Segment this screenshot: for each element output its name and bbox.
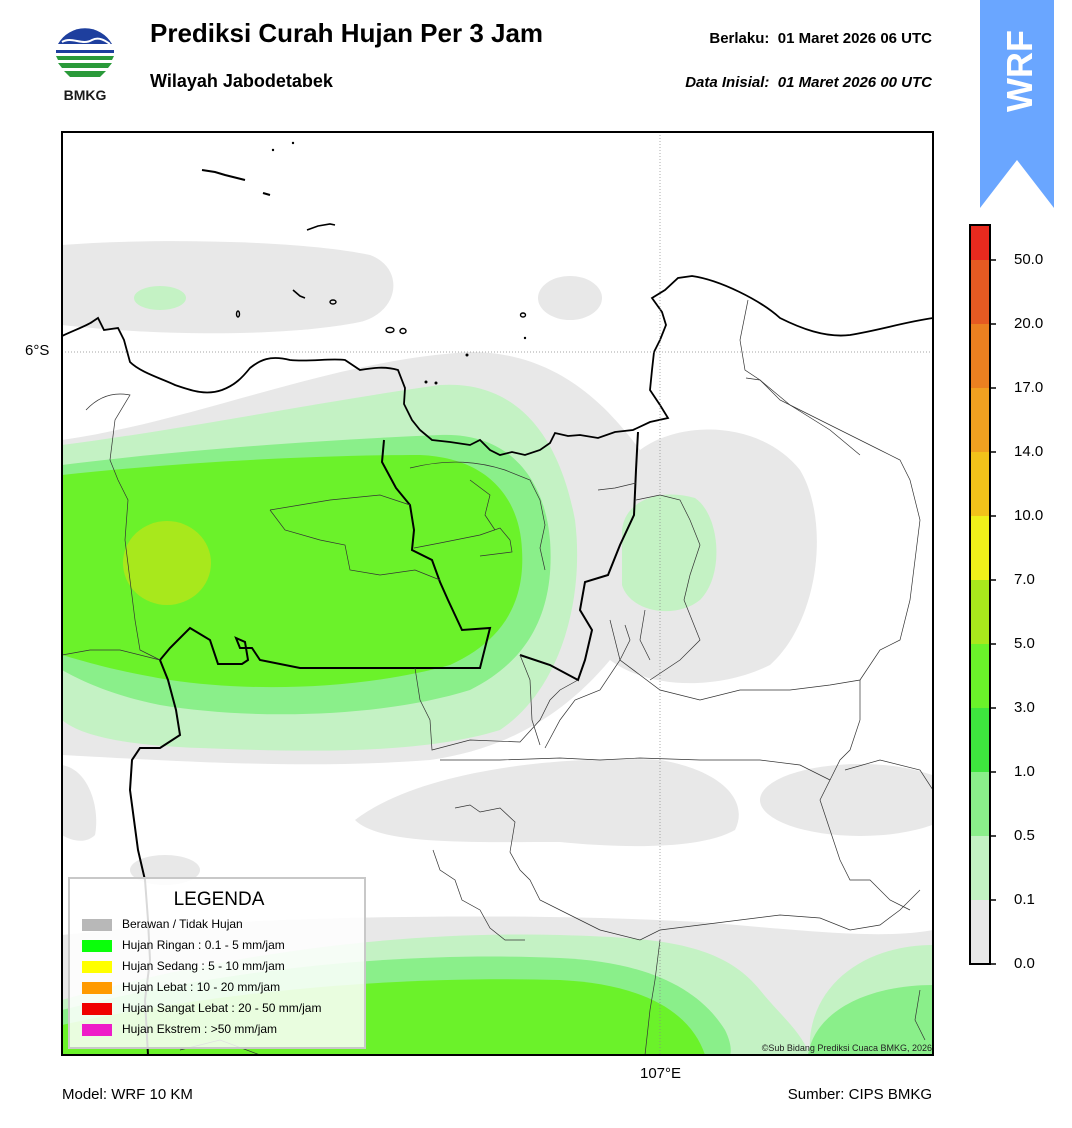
colorbar-tick-label: 20.0 [1014,315,1044,332]
colorbar-segment [970,772,990,836]
svg-text:BMKG: BMKG [64,87,107,103]
legend-item: Hujan Ringan : 0.1 - 5 mm/jam [82,938,285,954]
cloud-area-southwest [62,765,97,841]
colorbar-tick-label: 0.1 [1014,891,1035,908]
cloud-area-south-center [355,759,739,847]
legend-swatch [82,1023,112,1036]
init-time: Data Inisial: 01 Maret 2026 00 UTC [685,74,932,91]
colorbar-tick-label: 14.0 [1014,443,1044,460]
legend-item: Hujan Lebat : 10 - 20 mm/jam [82,980,280,996]
colorbar-segment [970,452,990,516]
colorbar-tick-label: 50.0 [1014,251,1044,268]
colorbar-tick-label: 10.0 [1014,507,1044,524]
colorbar-segment [970,580,990,644]
legend-swatch [82,981,112,994]
rain-area-heavy [62,455,523,688]
colorbar-segment [970,324,990,388]
colorbar-segment [970,900,990,964]
cloud-area-north [62,241,394,334]
legend-swatch [82,918,112,931]
model-label: Model: WRF 10 KM [62,1086,193,1103]
colorbar-segment [970,388,990,452]
colorbar [970,225,996,965]
coastline [62,275,933,456]
province-border [128,439,492,1055]
cloud-area-southeast [760,764,933,836]
colorbar-tick-label: 1.0 [1014,763,1035,780]
legend-item: Hujan Ekstrem : >50 mm/jam [82,1022,277,1038]
colorbar-segment [970,516,990,580]
legend-swatch [82,960,112,973]
legend-item: Hujan Sangat Lebat : 20 - 50 mm/jam [82,1001,321,1017]
colorbar-tick-label: 0.0 [1014,955,1035,972]
longitude-label: 107°E [640,1065,682,1082]
source-label: Sumber: CIPS BMKG [787,1086,932,1103]
colorbar-tick-label: 0.5 [1014,827,1035,844]
colorbar-segment [970,836,990,900]
valid-time: Berlaku: 01 Maret 2026 06 UTC [709,30,932,47]
rain-area-peak [123,521,211,605]
legend-item: Hujan Sedang : 5 - 10 mm/jam [82,959,285,975]
map-title: Prediksi Curah Hujan Per 3 Jam [150,18,544,48]
wrf-banner: WRF [980,0,1054,208]
legend: LEGENDA Berawan / Tidak Hujan Hujan Ring… [68,877,366,1049]
legend-swatch [82,1002,112,1015]
legend-swatch [82,939,112,952]
colorbar-segment [970,225,990,260]
colorbar-tick-label: 17.0 [1014,379,1044,396]
colorbar-segment [970,644,990,708]
cloud-area-small [538,276,602,320]
legend-item: Berawan / Tidak Hujan [82,917,243,933]
region-subtitle: Wilayah Jabodetabek [150,71,333,91]
bmkg-logo: BMKG [54,23,116,103]
colorbar-segment [970,260,990,324]
latitude-label: 6°S [25,342,50,359]
colorbar-tick-label: 3.0 [1014,699,1035,716]
copyright-credit: ©Sub Bidang Prediksi Cuaca BMKG, 2026 [761,1043,932,1053]
colorbar-tick-label: 7.0 [1014,571,1035,588]
colorbar-segment [970,708,990,772]
svg-text:WRF: WRF [999,30,1040,112]
province-border-east [519,431,639,682]
legend-title: LEGENDA [173,889,265,910]
colorbar-tick-label: 5.0 [1014,635,1035,652]
